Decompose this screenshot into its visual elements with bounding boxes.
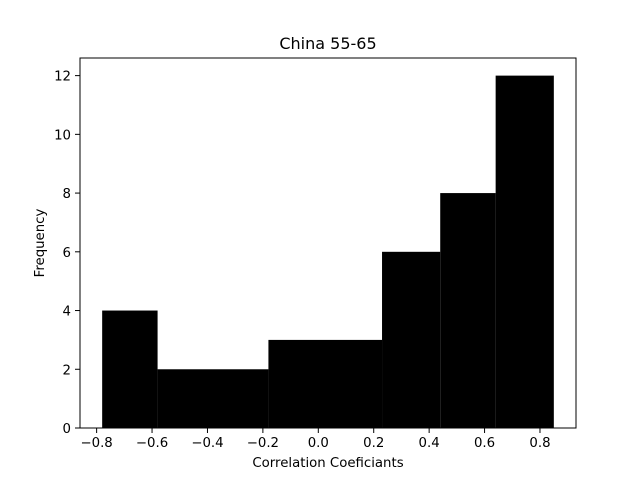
x-axis-label: Correlation Coeficiants <box>252 456 403 471</box>
x-tick-label: 0.0 <box>308 436 329 451</box>
histogram-bar <box>157 369 269 428</box>
x-tick-label: −0.6 <box>136 436 168 451</box>
y-axis-label: Frequency <box>33 209 48 278</box>
x-tick-label: 0.2 <box>363 436 384 451</box>
y-axis-ticks: 0 2 4 6 8 10 12 <box>54 70 80 437</box>
y-tick-label: 8 <box>63 187 71 202</box>
x-tick-label: −0.2 <box>247 436 279 451</box>
x-tick-label: 0.4 <box>419 436 440 451</box>
y-tick-label: 12 <box>54 70 71 85</box>
chart-title: China 55-65 <box>279 34 376 53</box>
y-tick-label: 6 <box>63 246 71 261</box>
histogram-bar <box>495 75 554 428</box>
x-axis-ticks: −0.8 −0.6 −0.4 −0.2 0.0 0.2 0.4 0.6 0.8 <box>80 428 551 451</box>
histogram-bar <box>268 339 383 428</box>
x-tick-label: 0.6 <box>474 436 495 451</box>
histogram-bar <box>440 193 496 428</box>
y-tick-label: 2 <box>63 363 71 378</box>
axes-frame <box>79 57 577 429</box>
histogram-bar <box>102 310 158 428</box>
histogram-bar <box>382 251 441 428</box>
bars-group <box>102 75 554 428</box>
y-tick-label: 4 <box>63 305 71 320</box>
x-tick-label: −0.4 <box>191 436 223 451</box>
y-tick-label: 10 <box>54 128 71 143</box>
x-tick-label: 0.8 <box>529 436 550 451</box>
x-tick-label: −0.8 <box>80 436 112 451</box>
y-tick-label: 0 <box>63 422 71 437</box>
